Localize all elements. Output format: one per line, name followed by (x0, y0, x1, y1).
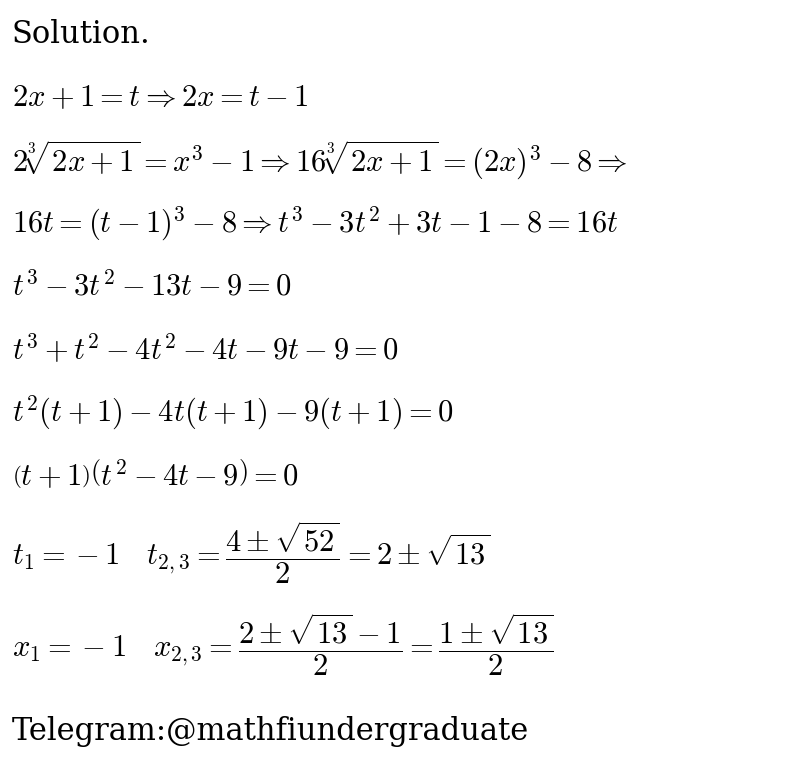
Text: $x_1=-1 \quad x_{2,3}=\dfrac{2\pm\sqrt{13}-1}{2}=\dfrac{1\pm\sqrt{13}}{2}$: $x_1=-1 \quad x_{2,3}=\dfrac{2\pm\sqrt{1… (12, 612, 554, 678)
Text: $16t=(t-1)^3-8 \Rightarrow t^3-3t^2+3t-1-8=16t$: $16t=(t-1)^3-8 \Rightarrow t^3-3t^2+3t-1… (12, 204, 618, 243)
Text: $2x+1=t \Rightarrow 2x=t-1$: $2x+1=t \Rightarrow 2x=t-1$ (12, 82, 309, 113)
Text: $\left(t+1\right)\left(t^2-4t-9\right)=0$: $\left(t+1\right)\left(t^2-4t-9\right)=0… (12, 458, 299, 492)
Text: $2\sqrt[3]{2x+1}=x^3-1 \Rightarrow 16\sqrt[3]{2x+1}=(2x)^3-8 \Rightarrow$: $2\sqrt[3]{2x+1}=x^3-1 \Rightarrow 16\sq… (12, 139, 628, 182)
Text: Telegram:@mathfiundergraduate: Telegram:@mathfiundergraduate (12, 716, 530, 746)
Text: $t_1=-1 \quad t_{2,3}=\dfrac{4\pm\sqrt{52}}{2}=2\pm\sqrt{13}$: $t_1=-1 \quad t_{2,3}=\dfrac{4\pm\sqrt{5… (12, 520, 490, 586)
Text: $t^3+t^2-4t^2-4t-9t-9=0$: $t^3+t^2-4t^2-4t-9t-9=0$ (12, 333, 399, 366)
Text: $t^2(t+1)-4t(t+1)-9(t+1)=0$: $t^2(t+1)-4t(t+1)-9(t+1)=0$ (12, 393, 454, 432)
Text: $t^3-3t^2-13t-9=0$: $t^3-3t^2-13t-9=0$ (12, 271, 292, 302)
Text: Solution.: Solution. (12, 19, 150, 50)
